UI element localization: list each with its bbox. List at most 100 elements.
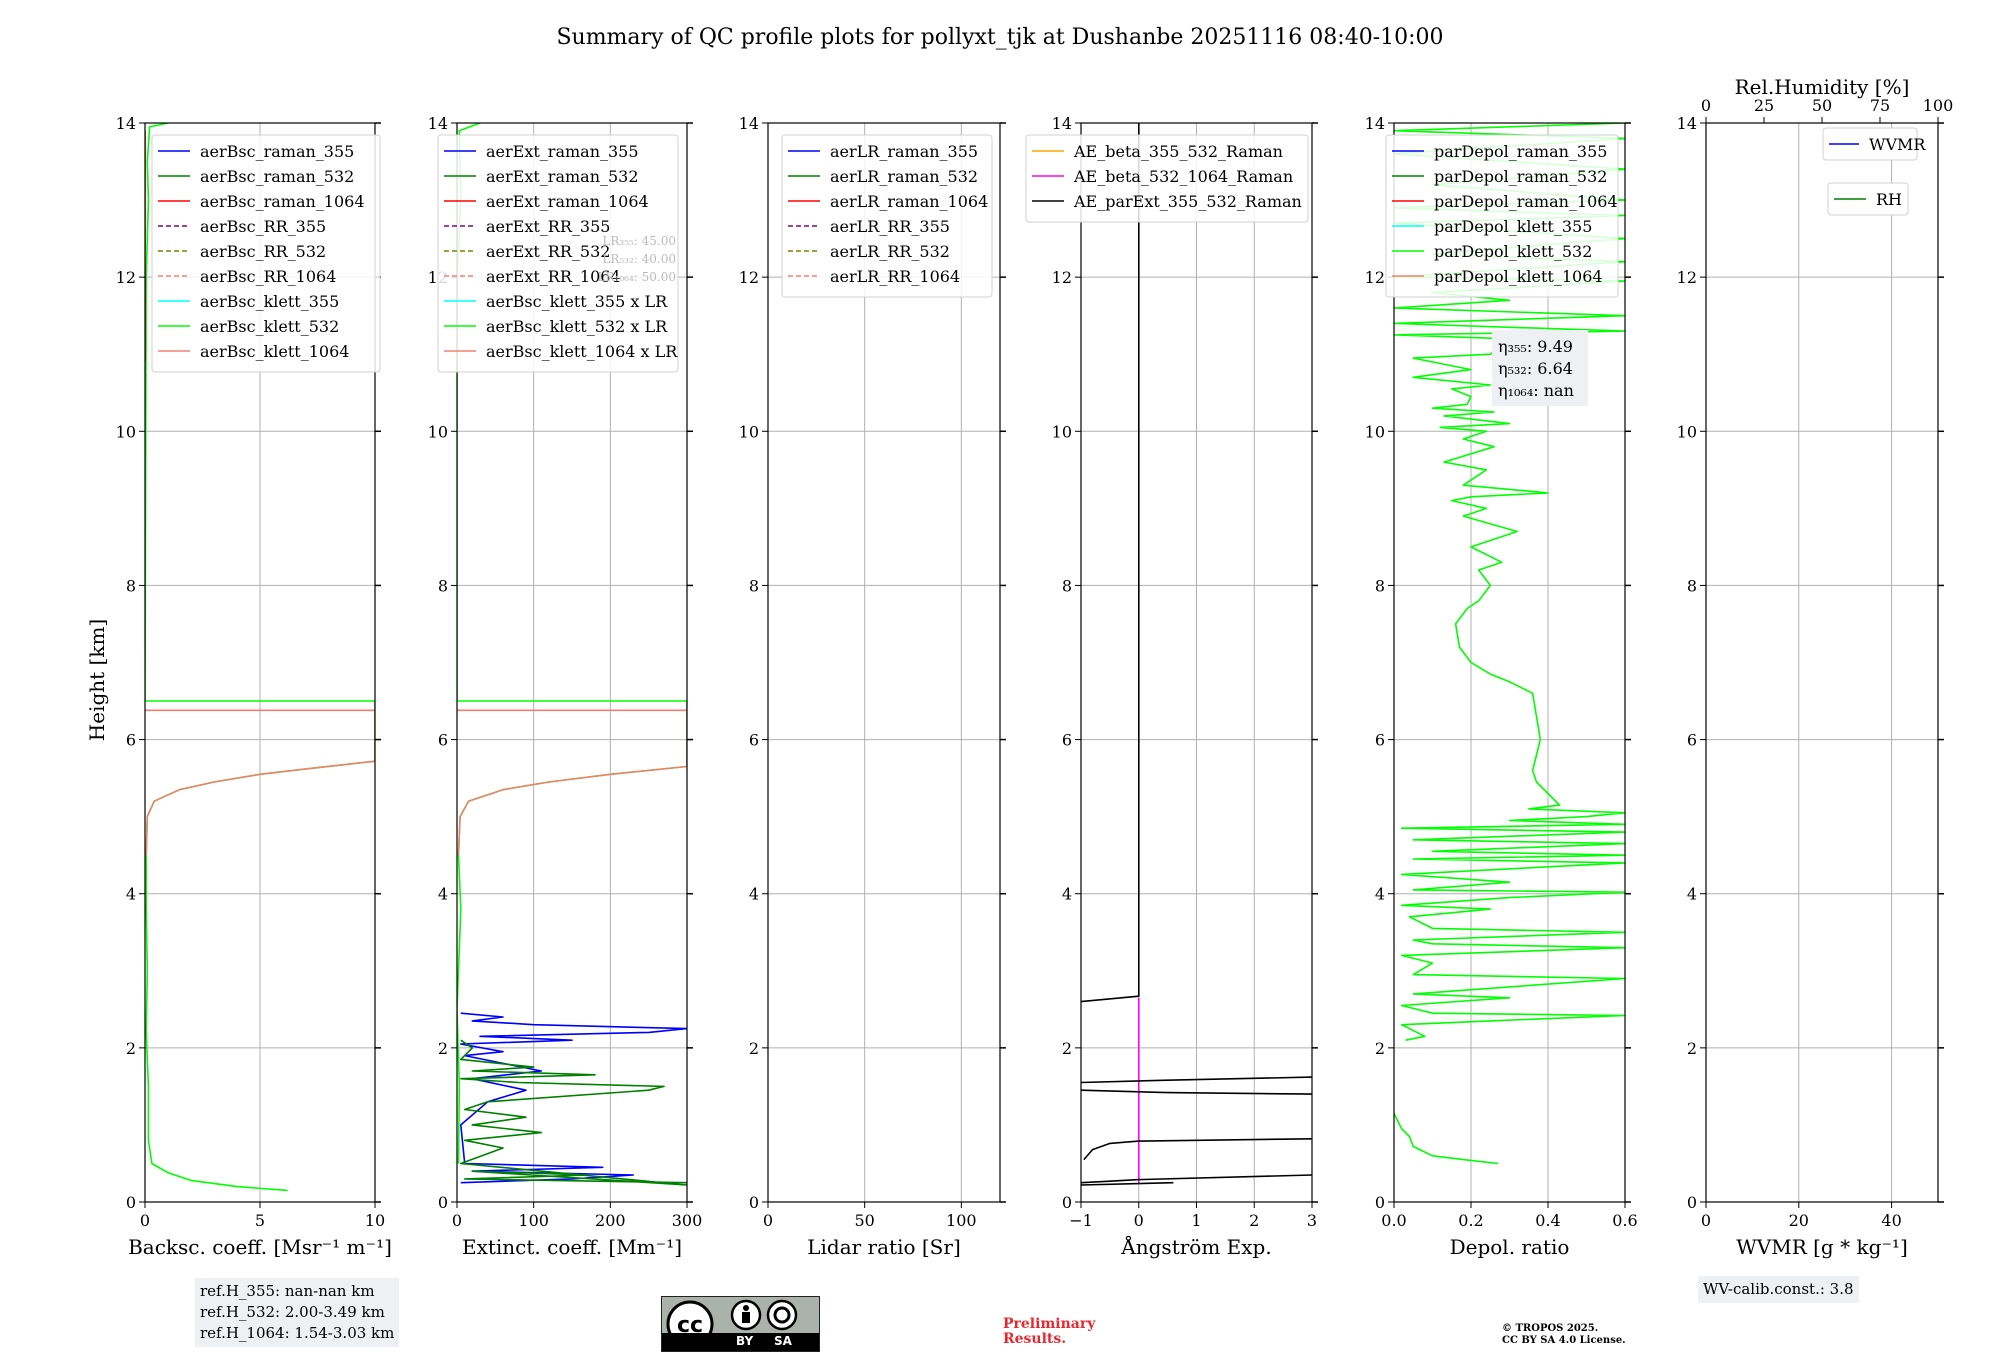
- x-tick-label-ext: 200: [595, 1211, 626, 1230]
- y-tick-label-ext: 6: [438, 731, 448, 750]
- x-tick-label-ext: 300: [672, 1211, 703, 1230]
- copyright-note: © TROPOS 2025. CC BY SA 4.0 License.: [1502, 1323, 1626, 1347]
- rh-axis-label: Rel.Humidity [%]: [1735, 75, 1910, 99]
- y-tick-label-bsc: 2: [126, 1039, 136, 1058]
- legend-label-aerbsc-raman-532: aerBsc_raman_532: [200, 167, 354, 186]
- lr-label-2: LR₁₀₆₄: 50.00: [598, 270, 676, 284]
- legend-label-aerbsc-klett-1064: aerBsc_klett_1064: [200, 342, 349, 361]
- y-tick-label-ae: 6: [1062, 731, 1072, 750]
- y-tick-label-wv: 4: [1687, 885, 1697, 904]
- legend-label-wvmr: WVMR: [1869, 135, 1926, 154]
- x-tick-label-wv: 20: [1789, 1211, 1809, 1230]
- y-tick-label-ext: 0: [438, 1193, 448, 1212]
- x-tick-label-ae: 1: [1191, 1211, 1201, 1230]
- copyright-line-1: © TROPOS 2025.: [1502, 1323, 1599, 1334]
- y-tick-label-depol: 14: [1365, 114, 1385, 133]
- legend-label-aerlr-raman-355: aerLR_raman_355: [830, 142, 978, 161]
- legend-label-aerlr-rr-532: aerLR_RR_532: [830, 242, 950, 261]
- legend-label-rh: RH: [1876, 190, 1902, 209]
- y-tick-label-depol: 0: [1375, 1193, 1385, 1212]
- x-tick-label-bsc: 5: [255, 1211, 265, 1230]
- y-tick-label-depol: 10: [1365, 422, 1385, 441]
- figure-title: Summary of QC profile plots for pollyxt_…: [556, 25, 1443, 50]
- legend-label-aerlr-rr-355: aerLR_RR_355: [830, 217, 950, 236]
- y-axis-label: Height [km]: [85, 619, 109, 741]
- x-axis-label-ae: Ångström Exp.: [1120, 1234, 1271, 1259]
- legend-label-aerbsc-klett-1064-x-lr: aerBsc_klett_1064 x LR: [486, 342, 678, 361]
- y-tick-label-lr: 8: [749, 576, 759, 595]
- legend-label-ae-parext-355-532-raman: AE_parExt_355_532_Raman: [1073, 192, 1302, 211]
- legend-label-aerlr-raman-1064: aerLR_raman_1064: [830, 192, 988, 211]
- x-tick-label-wv: 40: [1881, 1211, 1901, 1230]
- y-tick-label-wv: 12: [1677, 268, 1697, 287]
- series-aerbsc-klett-1064-x-lr: [457, 709, 687, 856]
- legend-box-bsc: [151, 134, 381, 373]
- x-tick-label-ae: 0: [1134, 1211, 1144, 1230]
- legend-label-aerbsc-klett-532: aerBsc_klett_532: [200, 317, 339, 336]
- cc-by-label: BY: [736, 1334, 754, 1348]
- series-ae-parext-355-532-raman-2: [1081, 1076, 1312, 1084]
- x-tick-label-lr: 0: [763, 1211, 773, 1230]
- legend-label-ae-beta-355-532-raman: AE_beta_355_532_Raman: [1073, 142, 1283, 161]
- preliminary-line-2: Results.: [1003, 1331, 1067, 1347]
- panel-depol: 0.0 0.2 0.4 0.6 0 2 4 6 8 10 12 14 Depol. ratio parDe…: [1365, 114, 1638, 1259]
- x-tick-label-depol: 0.4: [1535, 1211, 1560, 1230]
- x-axis-label-wv: WVMR [g * kg⁻¹]: [1736, 1235, 1908, 1259]
- x-axis-label-ext: Extinct. coeff. [Mm⁻¹]: [462, 1235, 682, 1259]
- legend-label-aerext-rr-1064: aerExt_RR_1064: [486, 267, 621, 286]
- y-tick-label-ae: 12: [1052, 268, 1072, 287]
- legend-box-rh: [1827, 182, 1909, 216]
- legend-box-depol: [1385, 134, 1619, 298]
- x-tick-label-depol: 0.0: [1381, 1211, 1406, 1230]
- top-tick-label-wv: 50: [1812, 96, 1832, 115]
- series-pardepol-klett-532-mid: [1394, 123, 1625, 1041]
- legend-label-aerbsc-klett-355-x-lr: aerBsc_klett_355 x LR: [486, 292, 668, 311]
- legend-label-aerlr-raman-532: aerLR_raman_532: [830, 167, 978, 186]
- axes-frame-wv: [1705, 122, 1939, 1203]
- preliminary-line-1: Preliminary: [1003, 1316, 1096, 1332]
- y-tick-label-ext: 8: [438, 576, 448, 595]
- cc-sa-label: SA: [774, 1334, 792, 1348]
- y-tick-label-wv: 0: [1687, 1193, 1697, 1212]
- x-tick-label-ae: 3: [1307, 1211, 1317, 1230]
- series-aerext-raman-532: [460, 1039, 687, 1186]
- y-tick-label-ae: 2: [1062, 1039, 1072, 1058]
- y-tick-label-lr: 10: [739, 422, 759, 441]
- y-tick-label-lr: 14: [739, 114, 759, 133]
- lr-label-1: LR₅₃₂: 40.00: [602, 252, 676, 266]
- y-tick-label-bsc: 12: [116, 268, 136, 287]
- axes-frame-depol: [1393, 122, 1626, 1203]
- panel-wv: 0 20 40 0 2 4 6 8 10 12 14 WVMR [g * kg⁻¹] 0 25 50 75 10…: [1677, 75, 1954, 1259]
- y-tick-label-ae: 4: [1062, 885, 1072, 904]
- series-aerext-raman-355: [460, 1012, 687, 1184]
- top-tick-label-wv: 75: [1870, 96, 1890, 115]
- eta-label-0: η₃₅₅: 9.49: [1498, 337, 1573, 356]
- cc-license-badge: cc BY SA: [661, 1296, 820, 1352]
- panel-ext: 010020030002468101214Extinct. coeff. [Mm…: [428, 114, 703, 1259]
- legend-label-pardepol-klett-1064: parDepol_klett_1064: [1434, 267, 1603, 286]
- legend-label-aerext-raman-355: aerExt_raman_355: [486, 142, 639, 161]
- x-tick-label-depol: 0.6: [1612, 1211, 1637, 1230]
- series-aerbsc-klett-1064: [145, 709, 375, 856]
- top-tick-label-wv: 25: [1754, 96, 1774, 115]
- legend-box-ae: [1025, 134, 1309, 223]
- y-tick-label-lr: 4: [749, 885, 759, 904]
- y-tick-label-depol: 6: [1375, 731, 1385, 750]
- x-axis-label-depol: Depol. ratio: [1450, 1235, 1570, 1259]
- series-ae-parext-355-532-raman-4: [1083, 1138, 1312, 1161]
- y-tick-label-ae: 8: [1062, 576, 1072, 595]
- series-pardepol-klett-532-low: [1394, 1113, 1499, 1165]
- legend-label-pardepol-raman-355: parDepol_raman_355: [1434, 142, 1607, 161]
- legend-label-aerbsc-rr-532: aerBsc_RR_532: [200, 242, 326, 261]
- top-tick-label-wv: 100: [1923, 96, 1954, 115]
- copyright-line-2: CC BY SA 4.0 License.: [1502, 1335, 1626, 1346]
- sa-icon: [766, 1299, 798, 1331]
- legend-label-aerbsc-klett-532-x-lr: aerBsc_klett_532 x LR: [486, 317, 668, 336]
- x-tick-label-ae: −1: [1069, 1211, 1093, 1230]
- series-ae-parext-355-532-raman-5: [1081, 1174, 1312, 1184]
- series-ae-parext-355-532-raman-3: [1081, 1089, 1312, 1095]
- y-tick-label-ext: 14: [428, 114, 448, 133]
